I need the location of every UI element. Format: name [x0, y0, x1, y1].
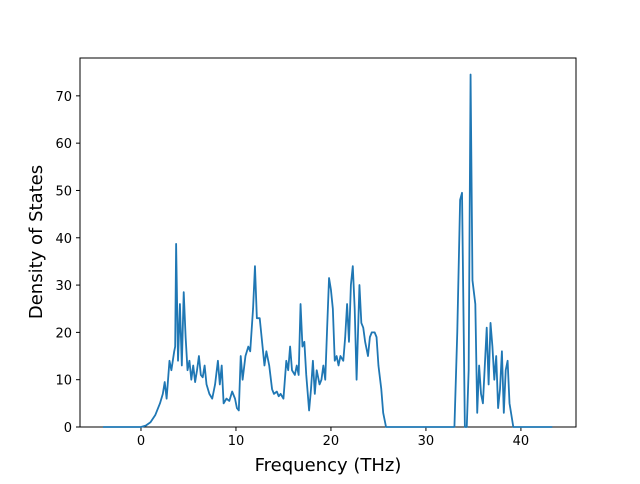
x-tick-label: 30 — [418, 434, 435, 449]
y-tick-label: 40 — [55, 232, 72, 247]
data-line — [102, 73, 553, 428]
y-tick-label: 0 — [64, 421, 72, 436]
y-tick-label: 10 — [55, 374, 72, 389]
y-tick-label: 50 — [55, 184, 72, 199]
x-tick-label: 0 — [137, 434, 145, 449]
x-tick-label: 40 — [513, 434, 530, 449]
x-tick-label: 20 — [323, 434, 340, 449]
plot-frame — [79, 57, 577, 428]
x-tick-label: 10 — [228, 434, 245, 449]
y-tick-label: 70 — [55, 90, 72, 105]
y-tick-label: 20 — [55, 326, 72, 341]
x-axis-label: Frequency (THz) — [255, 455, 402, 476]
y-tick-label: 30 — [55, 279, 72, 294]
y-axis-label: Density of States — [26, 165, 47, 319]
y-tick-label: 60 — [55, 137, 72, 152]
